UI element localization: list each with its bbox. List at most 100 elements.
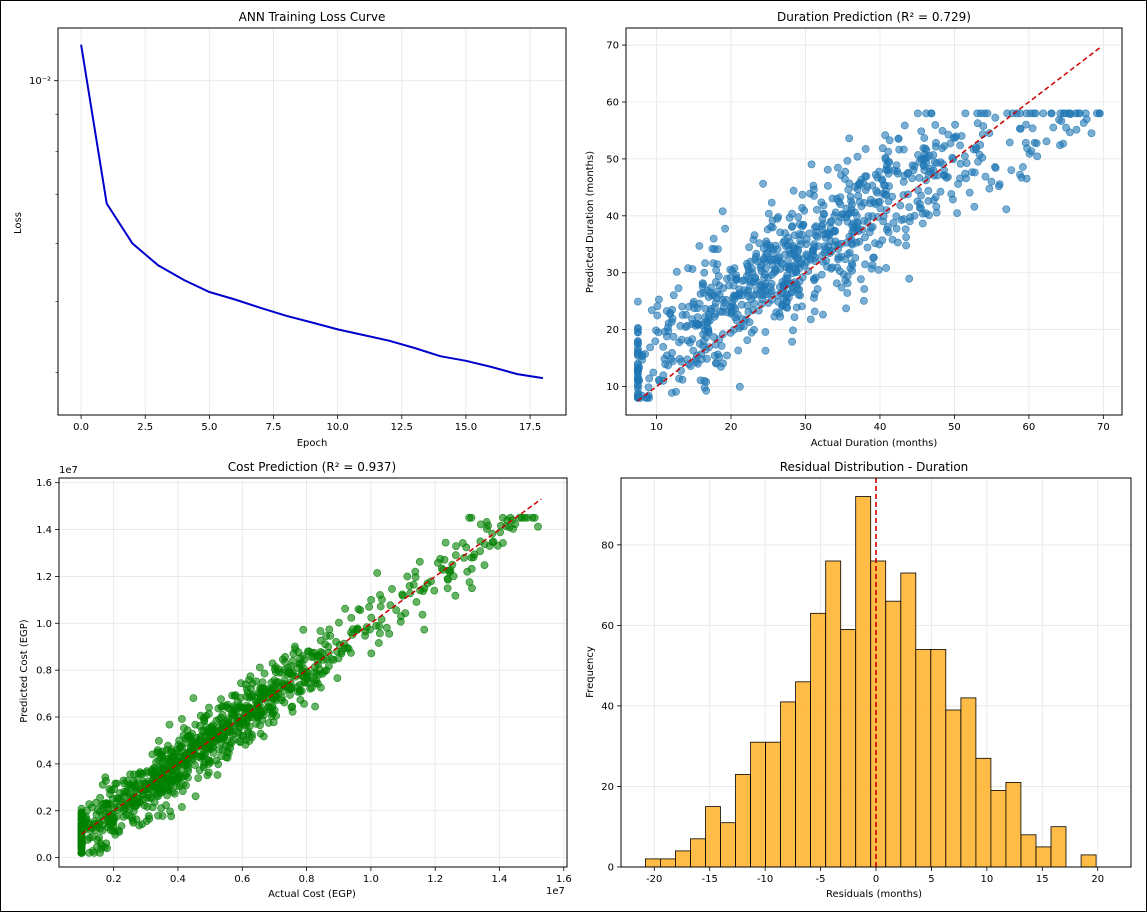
- scatter-point: [157, 753, 165, 762]
- scatter-point: [361, 631, 369, 640]
- scatter-point: [1064, 109, 1073, 118]
- scatter-point: [678, 311, 687, 319]
- scatter-point: [827, 264, 835, 273]
- cost-chart: Cost Prediction (R² = 0.937) Actual Cost…: [19, 460, 572, 900]
- scatter-point: [144, 812, 153, 820]
- scatter-point: [232, 708, 241, 717]
- scatter-point: [709, 234, 718, 243]
- scatter-point: [356, 606, 365, 614]
- histogram-bar: [1035, 846, 1052, 868]
- scatter-point: [372, 621, 381, 630]
- scatter-point: [699, 280, 708, 288]
- scatter-point: [1055, 115, 1063, 124]
- scatter-point: [165, 720, 174, 729]
- scatter-point: [987, 177, 996, 186]
- scatter-point: [835, 267, 844, 275]
- scatter-point: [790, 313, 799, 321]
- scatter-point: [991, 113, 1000, 122]
- scatter-point: [332, 638, 340, 646]
- scatter-point: [647, 306, 656, 315]
- scatter-point: [954, 180, 962, 188]
- scatter-point: [938, 126, 947, 135]
- scatter-point: [853, 185, 862, 193]
- y-tick-label: 60: [601, 621, 614, 632]
- scatter-point: [696, 289, 705, 298]
- scatter-point: [789, 269, 797, 277]
- scatter-point: [634, 297, 642, 306]
- scatter-point: [913, 109, 922, 118]
- scatter-point: [740, 286, 748, 295]
- scatter-point: [965, 188, 974, 197]
- scatter-point: [151, 764, 159, 772]
- perfect-prediction-line: [637, 45, 1103, 402]
- scatter-point: [181, 734, 190, 743]
- histogram-bar: [945, 709, 962, 868]
- scatter-point: [730, 264, 739, 272]
- scatter-point: [307, 683, 316, 692]
- histogram-bar: [690, 838, 706, 868]
- loss-chart-xlabel: Epoch: [297, 438, 328, 449]
- scatter-point: [700, 376, 709, 385]
- scatter-point: [703, 318, 712, 327]
- scatter-point: [961, 152, 969, 161]
- scatter-point: [831, 208, 840, 217]
- scatter-point: [213, 771, 222, 779]
- scatter-point: [98, 780, 107, 789]
- scatter-point: [263, 688, 272, 697]
- scatter-point: [860, 296, 868, 305]
- scatter-point: [196, 711, 205, 720]
- scatter-point: [744, 308, 753, 316]
- scatter-point: [131, 787, 139, 795]
- scatter-point: [325, 625, 334, 634]
- scatter-point: [441, 538, 450, 547]
- scatter-point: [467, 565, 476, 573]
- scatter-point: [217, 752, 226, 761]
- scatter-point: [920, 134, 929, 142]
- histogram-bar: [810, 612, 826, 868]
- scatter-point: [899, 177, 908, 186]
- scatter-point: [106, 790, 114, 798]
- scatter-point: [178, 787, 187, 795]
- scatter-point: [882, 225, 891, 234]
- scatter-point: [788, 209, 796, 218]
- y-tick-label: 1.2: [36, 572, 52, 583]
- x-tick-label: 5: [928, 874, 934, 885]
- duration-chart-xlabel: Actual Duration (months): [811, 438, 938, 449]
- scatter-point: [480, 561, 489, 569]
- scatter-point: [843, 156, 852, 165]
- scatter-point: [798, 190, 807, 199]
- scatter-point: [189, 694, 198, 702]
- scatter-point: [440, 555, 449, 564]
- duration-chart-title: Duration Prediction (R² = 0.729): [777, 10, 971, 24]
- residuals-chart-frame: [620, 477, 1132, 868]
- histogram-bar: [795, 681, 811, 868]
- scatter-point: [177, 715, 186, 723]
- scatter-point: [433, 559, 442, 567]
- scatter-point: [952, 132, 961, 141]
- scatter-point: [312, 676, 321, 685]
- scatter-point: [837, 252, 846, 261]
- loss-chart-ylabel: Loss: [13, 212, 24, 234]
- scatter-point: [1066, 128, 1074, 137]
- scatter-point: [191, 792, 200, 801]
- x-tick-label: 0.4: [170, 874, 186, 885]
- scatter-point: [298, 652, 307, 661]
- scatter-point: [95, 833, 103, 842]
- scatter-point: [376, 602, 385, 611]
- scatter-point: [918, 219, 927, 228]
- scatter-point: [443, 584, 452, 593]
- cost-chart-frame: [58, 477, 568, 868]
- scatter-point: [868, 181, 877, 190]
- x-tick-label: -10: [757, 874, 773, 885]
- histogram-bar: [720, 822, 736, 868]
- scatter-point: [905, 217, 914, 226]
- scatter-point: [970, 202, 979, 211]
- scatter-point: [168, 752, 177, 761]
- scatter-point: [77, 814, 86, 822]
- x-tick-label: 0.8: [299, 874, 315, 885]
- scatter-point: [449, 572, 458, 581]
- scatter-point: [1003, 109, 1012, 118]
- scatter-point: [758, 295, 767, 304]
- scatter-point: [875, 167, 883, 176]
